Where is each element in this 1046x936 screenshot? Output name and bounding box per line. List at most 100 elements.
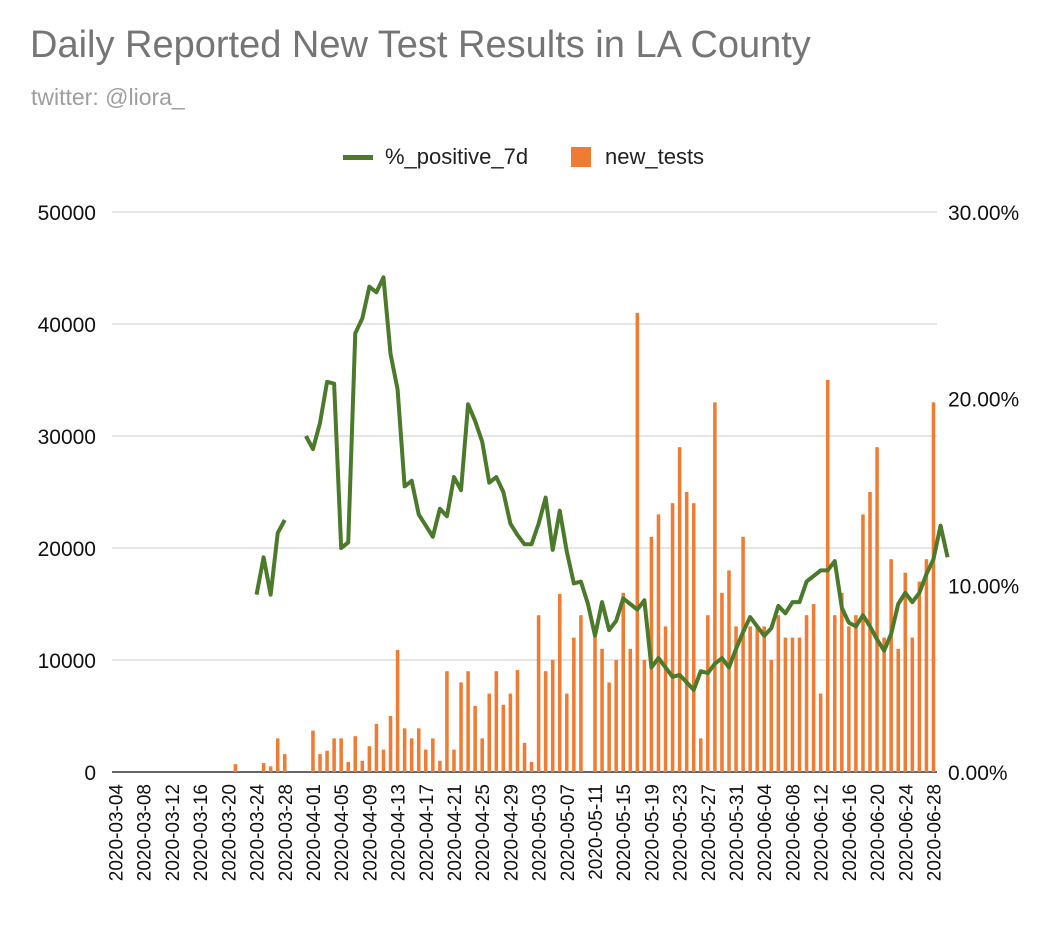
x-tick-label: 2020-03-24	[248, 784, 269, 882]
x-tick-label: 2020-05-31	[727, 784, 748, 881]
bar-new-tests	[543, 671, 548, 772]
x-tick-label: 2020-05-07	[558, 784, 579, 881]
bar-new-tests	[424, 749, 428, 772]
bar-new-tests	[557, 593, 562, 772]
bar-new-tests	[416, 728, 421, 772]
bar-new-tests	[854, 615, 858, 772]
bar-new-tests	[261, 763, 266, 772]
bar-new-tests	[332, 738, 336, 772]
bar-new-tests	[924, 559, 929, 772]
x-tick-label: 2020-04-05	[332, 784, 353, 881]
legend-bar-swatch	[571, 147, 591, 167]
bar-new-tests	[367, 746, 372, 772]
x-tick-label: 2020-03-28	[276, 784, 297, 881]
bar-new-tests	[353, 736, 358, 772]
bar-new-tests	[318, 754, 322, 772]
bar-new-tests	[522, 742, 527, 772]
bar-new-tests	[466, 671, 470, 772]
bar-new-tests	[473, 705, 477, 772]
legend: %_positive_7d new_tests	[0, 142, 1046, 172]
bar-new-tests	[233, 764, 238, 772]
y-right-tick-label: 20.00%	[948, 389, 1019, 412]
y-left-tick-label: 10000	[38, 650, 96, 673]
x-tick-label: 2020-05-27	[699, 784, 720, 881]
bar-new-tests	[550, 660, 555, 772]
y-right-tick-label: 30.00%	[948, 202, 1019, 225]
bar-new-tests	[825, 380, 830, 772]
bar-new-tests	[684, 492, 689, 772]
bar-new-tests	[268, 766, 273, 772]
bar-new-tests	[755, 626, 759, 772]
bar-new-tests	[621, 592, 625, 772]
x-tick-label: 2020-06-16	[840, 784, 861, 881]
x-tick-label: 2020-06-12	[812, 784, 833, 881]
bar-new-tests	[868, 492, 872, 772]
x-tick-label: 2020-03-04	[107, 784, 128, 882]
bar-new-tests	[360, 760, 365, 772]
bar-new-tests	[515, 670, 520, 772]
bar-new-tests	[374, 723, 379, 772]
bar-new-tests	[713, 402, 717, 772]
bar-new-tests	[635, 312, 640, 772]
bar-new-tests	[536, 615, 541, 772]
y-left-tick-label: 40000	[38, 314, 96, 337]
bar-new-tests	[501, 704, 506, 772]
bar-new-tests	[656, 514, 661, 772]
bar-new-tests	[388, 716, 393, 772]
bar-new-tests	[572, 637, 576, 772]
x-tick-label: 2020-06-28	[924, 784, 945, 881]
bar-new-tests	[402, 728, 407, 772]
x-tick-label: 2020-03-12	[163, 784, 184, 881]
bar-new-tests	[804, 615, 809, 772]
bar-new-tests	[445, 671, 449, 772]
bar-new-tests	[409, 738, 414, 772]
bar-new-tests	[818, 693, 823, 772]
bar-new-tests	[282, 754, 287, 772]
bar-new-tests	[847, 626, 851, 772]
x-tick-label: 2020-04-13	[389, 784, 410, 881]
x-tick-label: 2020-05-11	[586, 784, 607, 880]
x-tick-label: 2020-06-24	[896, 784, 917, 882]
bar-new-tests	[565, 693, 569, 772]
bar-new-tests	[903, 572, 908, 772]
bar-new-tests	[762, 626, 767, 772]
bar-new-tests	[741, 536, 745, 772]
legend-label-new-tests: new_tests	[605, 144, 705, 169]
x-tick-label: 2020-04-29	[501, 784, 522, 881]
y-right-tick-label: 10.00%	[948, 575, 1019, 598]
x-tick-label: 2020-06-20	[868, 784, 889, 881]
legend-line-swatch	[343, 154, 373, 160]
bar-new-tests	[917, 581, 922, 772]
bar-new-tests	[628, 648, 633, 772]
y-right-tick-label: 0.00%	[948, 762, 1008, 785]
legend-label-positive: %_positive_7d	[385, 144, 529, 169]
bar-new-tests	[677, 447, 682, 772]
bar-new-tests	[529, 761, 534, 772]
bar-new-tests	[882, 637, 886, 772]
x-tick-label: 2020-04-17	[417, 784, 438, 881]
y-left-tick-label: 0	[84, 762, 96, 785]
bar-new-tests	[600, 648, 604, 772]
bar-new-tests	[487, 693, 492, 772]
bar-new-tests	[727, 570, 731, 772]
chart-title: Daily Reported New Test Results in LA Co…	[30, 24, 811, 66]
x-tick-label: 2020-06-08	[783, 784, 804, 881]
bar-new-tests	[346, 761, 350, 772]
bar-new-tests	[748, 626, 752, 772]
x-tick-label: 2020-04-25	[473, 784, 494, 881]
bar-new-tests	[706, 615, 710, 772]
bar-new-tests	[438, 760, 442, 772]
bar-new-tests	[614, 660, 618, 772]
bar-new-tests	[811, 604, 816, 772]
bar-new-tests	[790, 637, 795, 772]
x-tick-label: 2020-05-23	[671, 784, 692, 881]
bar-new-tests	[325, 750, 329, 772]
bar-new-tests	[607, 682, 611, 772]
x-tick-label: 2020-05-19	[642, 784, 663, 881]
x-tick-label: 2020-03-16	[191, 784, 212, 881]
legend-item-new-tests: new_tests	[571, 142, 704, 172]
bar-new-tests	[663, 626, 668, 772]
x-tick-label: 2020-05-03	[530, 784, 551, 881]
bar-new-tests	[452, 749, 456, 772]
